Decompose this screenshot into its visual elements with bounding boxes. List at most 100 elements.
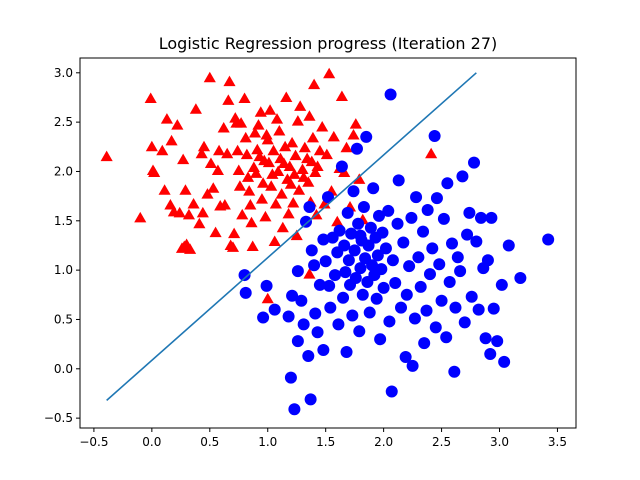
- triangle-point: [203, 71, 216, 83]
- y-tick-label: 2.0: [54, 164, 73, 178]
- x-tick-label: 2.0: [374, 435, 393, 449]
- circle-point: [302, 349, 315, 362]
- circle-point: [319, 255, 332, 268]
- circle-point: [429, 321, 442, 334]
- triangle-point: [335, 90, 348, 101]
- circle-point: [395, 301, 408, 314]
- triangle-point: [255, 193, 269, 204]
- circle-point: [268, 303, 281, 316]
- x-tick-label: 0.5: [200, 435, 219, 449]
- boundary-line: [106, 72, 477, 401]
- triangle-point: [222, 94, 235, 105]
- circle-point: [389, 276, 402, 289]
- circle-point: [364, 221, 377, 234]
- triangle-point: [239, 131, 252, 143]
- triangle-point: [327, 130, 340, 142]
- circle-point: [428, 129, 441, 142]
- triangle-point: [260, 128, 273, 140]
- triangle-point: [318, 198, 331, 209]
- circle-point: [514, 272, 527, 285]
- circle-point: [238, 269, 251, 282]
- circle-point: [414, 280, 427, 293]
- circle-point: [433, 258, 446, 271]
- circle-point: [356, 288, 369, 301]
- triangle-point: [263, 104, 277, 115]
- triangle-point: [134, 211, 147, 223]
- triangle-point: [266, 168, 279, 179]
- circle-point: [410, 191, 423, 204]
- circle-point: [370, 292, 383, 305]
- circle-point: [284, 371, 297, 384]
- triangle-point: [171, 119, 184, 130]
- triangle-point: [197, 140, 211, 152]
- circle-point: [353, 325, 366, 338]
- circle-point: [376, 226, 389, 239]
- circle-point: [479, 332, 492, 345]
- triangle-point: [195, 147, 208, 159]
- triangle-point: [303, 268, 316, 279]
- triangle-point: [229, 112, 242, 123]
- circle-point: [446, 237, 458, 250]
- triangle-point: [425, 147, 438, 159]
- circle-point: [403, 260, 416, 273]
- circle-point: [366, 259, 379, 272]
- circle-point: [443, 275, 456, 288]
- circle-point: [472, 303, 485, 316]
- circle-point: [288, 403, 301, 416]
- triangle-point: [272, 165, 285, 176]
- circle-point: [297, 318, 310, 331]
- triangle-point: [275, 188, 288, 199]
- circle-point: [367, 182, 380, 195]
- circle-point: [324, 301, 337, 314]
- triangle-point: [279, 140, 292, 152]
- triangle-point: [232, 164, 245, 175]
- triangle-point: [349, 118, 362, 129]
- triangle-point: [302, 176, 315, 187]
- triangle-point: [196, 206, 209, 218]
- y-tick-label: 1.0: [54, 263, 73, 277]
- circle-point: [239, 286, 252, 299]
- chart-title: Logistic Regression progress (Iteration …: [159, 34, 498, 53]
- triangle-point: [213, 144, 226, 156]
- circle-point: [481, 254, 494, 267]
- circle-point: [322, 191, 334, 204]
- triangle-point: [265, 180, 278, 191]
- triangle-point: [320, 148, 333, 160]
- triangle-point: [233, 180, 246, 191]
- triangle-point: [218, 199, 231, 210]
- circle-point: [352, 217, 365, 230]
- circle-point: [313, 278, 326, 291]
- circle-point: [349, 272, 362, 285]
- y-tick-label: −0.5: [44, 411, 73, 425]
- decision-boundary: [106, 72, 477, 401]
- x-tick-label: 3.0: [490, 435, 509, 449]
- triangle-point: [251, 143, 264, 155]
- circle-point: [470, 235, 483, 248]
- circle-point: [363, 306, 376, 319]
- circle-point: [304, 393, 317, 406]
- triangle-point: [254, 106, 267, 117]
- triangle-point: [160, 113, 173, 124]
- x-tick-label: 1.0: [258, 435, 277, 449]
- triangle-point: [177, 153, 190, 165]
- triangle-point: [158, 184, 171, 195]
- triangle-point: [298, 141, 311, 153]
- circle-point: [333, 224, 346, 237]
- x-tick-label: 2.5: [432, 435, 451, 449]
- triangle-point: [173, 206, 186, 218]
- triangle-point: [331, 215, 344, 227]
- triangle-point: [353, 173, 366, 184]
- triangle-point: [235, 117, 248, 128]
- triangle-point: [189, 103, 202, 114]
- circle-point: [347, 185, 360, 198]
- circle-point: [335, 160, 348, 173]
- circle-point: [282, 310, 295, 323]
- triangle-point: [221, 147, 234, 159]
- triangle-point: [316, 121, 329, 132]
- circle-point: [417, 225, 430, 238]
- circle-point: [371, 249, 384, 262]
- circle-point: [311, 326, 324, 339]
- triangle-point: [262, 156, 275, 168]
- circle-point: [317, 344, 330, 357]
- circle-point: [308, 259, 321, 272]
